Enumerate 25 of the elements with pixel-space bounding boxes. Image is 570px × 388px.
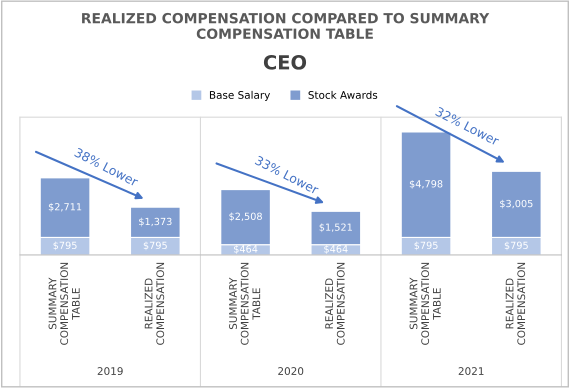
x-tick-label: SUMMARY COMPENSATION TABLE — [48, 262, 80, 345]
x-tick-label: REALIZED COMPENSATION — [506, 262, 526, 345]
data-label: $464 — [324, 245, 348, 254]
data-label: $1,373 — [139, 218, 172, 226]
data-label: $795 — [504, 241, 528, 250]
x-tick-label: SUMMARY COMPENSATION TABLE — [229, 262, 260, 345]
data-label: $464 — [234, 245, 258, 254]
chart-title: REALIZED COMPENSATION COMPARED TO SUMMARY COMPENSATION TABLE — [82, 12, 490, 39]
x-tick-label: REALIZED COMPENSATION — [325, 262, 345, 345]
data-label: $2,508 — [229, 212, 262, 222]
chart-subtitle: CEO — [264, 54, 306, 70]
data-label: $795 — [144, 241, 167, 250]
x-tick-label: REALIZED COMPENSATION — [144, 262, 164, 345]
data-label: $795 — [54, 241, 77, 250]
data-label: $4,798 — [410, 180, 442, 189]
text: 2021 — [458, 367, 484, 376]
data-label: $2,711 — [48, 202, 82, 212]
text: 2019 — [98, 367, 123, 376]
x-tick-label: SUMMARY COMPENSATION TABLE — [410, 262, 441, 345]
data-label: $1,521 — [320, 223, 352, 232]
data-label: $3,005 — [500, 200, 532, 209]
text: 2020 — [278, 367, 304, 376]
legend-label: Base Salary — [210, 90, 270, 101]
legend-label: Stock Awards — [308, 90, 378, 99]
data-label: $795 — [414, 241, 438, 250]
